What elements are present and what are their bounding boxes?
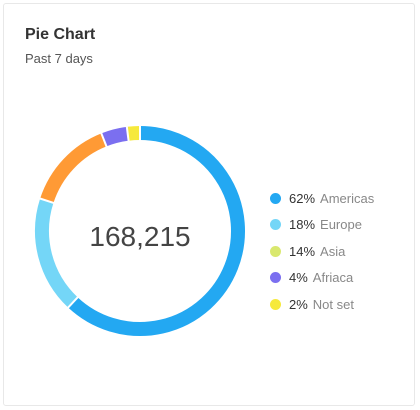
legend-dot-icon — [270, 192, 281, 204]
legend-item[interactable]: 62% Americas — [270, 185, 374, 212]
legend-label: Afriaca — [312, 270, 354, 286]
chart-legend: 62% Americas 18% Europe 14% Asia 4% Afriaca 2% No… — [270, 185, 374, 318]
total-value: 168,215 — [89, 221, 190, 252]
donut-slice-not-set[interactable] — [126, 126, 141, 141]
donut-slice-afriaca[interactable] — [101, 126, 129, 147]
legend-dot-icon — [270, 219, 281, 231]
slice-separator — [100, 132, 108, 148]
legend-item[interactable]: 4% Afriaca — [270, 265, 374, 292]
donut-slice-europe[interactable] — [35, 198, 78, 308]
card-subtitle: Past 7 days — [25, 51, 93, 66]
legend-label: Not set — [312, 296, 354, 312]
legend-label: Asia — [320, 243, 346, 259]
slice-separator — [66, 295, 80, 309]
legend-percent: 4% — [289, 270, 308, 286]
legend-percent: 14% — [289, 243, 316, 259]
legend-dot-icon — [270, 298, 281, 310]
donut-slice-americas[interactable] — [68, 126, 245, 336]
legend-item[interactable]: 14% Asia — [270, 238, 374, 265]
legend-percent: 2% — [289, 296, 308, 312]
card-title: Pie Chart — [25, 26, 96, 43]
donut-slice-asia[interactable] — [40, 133, 107, 204]
legend-label: Europe — [320, 217, 362, 233]
legend-item[interactable]: 2% Not set — [270, 291, 374, 318]
legend-dot-icon — [270, 272, 281, 284]
slice-separator — [125, 125, 130, 142]
donut-slices — [35, 125, 245, 336]
legend-percent: 18% — [289, 217, 316, 233]
chart-card: Pie Chart Past 7 days — [3, 3, 415, 406]
legend-label: Americas — [320, 190, 375, 206]
slice-separator — [38, 197, 55, 205]
legend-dot-icon — [270, 245, 281, 257]
legend-item[interactable]: 18% Europe — [270, 212, 374, 239]
legend-percent: 62% — [289, 190, 316, 206]
